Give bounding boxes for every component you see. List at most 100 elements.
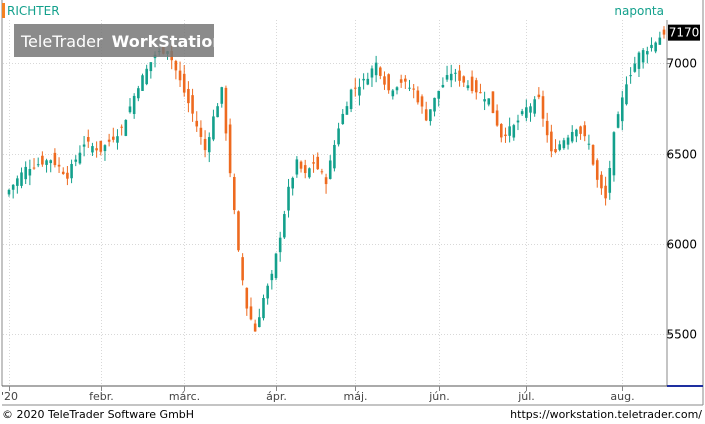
candle-down bbox=[600, 174, 603, 189]
candle-down bbox=[232, 177, 236, 211]
candle-down bbox=[57, 164, 61, 167]
candle-down bbox=[299, 161, 303, 169]
candle-up bbox=[433, 97, 436, 112]
candle-up bbox=[516, 120, 520, 123]
candle-up bbox=[608, 168, 612, 193]
candle-up bbox=[587, 143, 591, 145]
candle-up bbox=[49, 160, 53, 164]
time-tick-label: '20 bbox=[1, 390, 18, 403]
period-label: naponta bbox=[614, 4, 664, 18]
candle-up bbox=[216, 106, 219, 118]
candle-up bbox=[646, 51, 649, 55]
candle-down bbox=[316, 156, 320, 170]
candle-up bbox=[641, 50, 645, 63]
candle-up bbox=[24, 166, 27, 180]
candle-up bbox=[283, 214, 286, 238]
candle-down bbox=[662, 29, 666, 35]
candle-down bbox=[604, 185, 607, 199]
candle-up bbox=[103, 145, 107, 152]
candle-up bbox=[124, 119, 128, 136]
candle-down bbox=[387, 74, 390, 91]
candle-down bbox=[237, 211, 240, 251]
candle-up bbox=[445, 75, 449, 80]
candle-up bbox=[207, 137, 211, 153]
candle-up bbox=[116, 136, 119, 143]
candle-up bbox=[625, 84, 628, 105]
candle-up bbox=[295, 159, 299, 175]
candle-up bbox=[349, 89, 353, 110]
candle-up bbox=[262, 298, 265, 319]
candle-up bbox=[408, 87, 411, 89]
candle-up bbox=[637, 52, 641, 69]
price-tick-label: 7000 bbox=[666, 57, 697, 71]
watermark-box bbox=[14, 24, 214, 57]
candle-up bbox=[650, 44, 653, 49]
candle-down bbox=[32, 167, 36, 169]
time-tick-label: júl. bbox=[517, 390, 535, 403]
candle-up bbox=[333, 144, 336, 169]
time-tick-label: márc. bbox=[169, 390, 200, 403]
candle-down bbox=[541, 96, 545, 119]
grid-lines bbox=[3, 20, 667, 386]
source-url-link[interactable]: https://workstation.teletrader.com/ bbox=[510, 408, 702, 421]
candle-down bbox=[187, 88, 190, 104]
candle-down bbox=[324, 177, 328, 185]
candle-up bbox=[562, 140, 566, 149]
candle-up bbox=[278, 237, 282, 253]
candle-down bbox=[195, 120, 199, 127]
candle-down bbox=[249, 306, 253, 320]
candle-up bbox=[654, 42, 657, 52]
candle-down bbox=[245, 287, 249, 309]
candle-up bbox=[566, 137, 570, 145]
candle-up bbox=[212, 116, 215, 140]
candle-down bbox=[458, 70, 461, 81]
candle-up bbox=[270, 273, 274, 281]
candle-down bbox=[583, 125, 587, 137]
price-tick-label: 5500 bbox=[666, 328, 697, 342]
candle-up bbox=[454, 72, 457, 74]
candle-up bbox=[512, 125, 516, 138]
candle-up bbox=[220, 87, 224, 104]
candle-up bbox=[274, 253, 278, 279]
candle-up bbox=[36, 164, 40, 166]
price-tick-label: 6500 bbox=[666, 148, 697, 162]
candle-down bbox=[537, 94, 541, 98]
candle-up bbox=[82, 144, 86, 147]
candle-up bbox=[137, 88, 140, 99]
candle-up bbox=[658, 37, 662, 45]
candle-up bbox=[391, 90, 395, 97]
candle-down bbox=[228, 124, 232, 174]
candle-up bbox=[366, 78, 370, 85]
watermark-text: TeleTrader WorkStation bbox=[20, 32, 224, 51]
candle-down bbox=[66, 172, 69, 179]
candle-down bbox=[99, 140, 103, 152]
candle-up bbox=[449, 73, 453, 81]
candle-up bbox=[132, 95, 136, 115]
watermark: TeleTrader WorkStation bbox=[14, 24, 224, 57]
candle-up bbox=[533, 99, 536, 114]
candle-down bbox=[479, 92, 482, 94]
watermark-brand: TeleTrader bbox=[20, 32, 103, 51]
last-price-box bbox=[668, 24, 700, 41]
candle-up bbox=[258, 317, 261, 328]
candle-up bbox=[575, 129, 578, 137]
candle-up bbox=[28, 169, 32, 176]
symbol-marker-icon bbox=[2, 3, 5, 18]
candle-up bbox=[91, 146, 94, 153]
candle-down bbox=[404, 78, 407, 82]
candle-down bbox=[112, 136, 115, 140]
candle-down bbox=[545, 120, 549, 136]
candle-up bbox=[616, 114, 620, 128]
candle-up bbox=[620, 97, 624, 122]
candle-up bbox=[374, 62, 378, 76]
candle-down bbox=[174, 61, 178, 71]
candle-up bbox=[287, 186, 290, 211]
candle-up bbox=[345, 106, 349, 115]
candle-down bbox=[53, 152, 57, 166]
candle-down bbox=[499, 124, 503, 138]
candle-down bbox=[203, 138, 207, 151]
candle-up bbox=[291, 177, 294, 189]
candle-up bbox=[441, 84, 445, 88]
candle-up bbox=[362, 78, 365, 81]
